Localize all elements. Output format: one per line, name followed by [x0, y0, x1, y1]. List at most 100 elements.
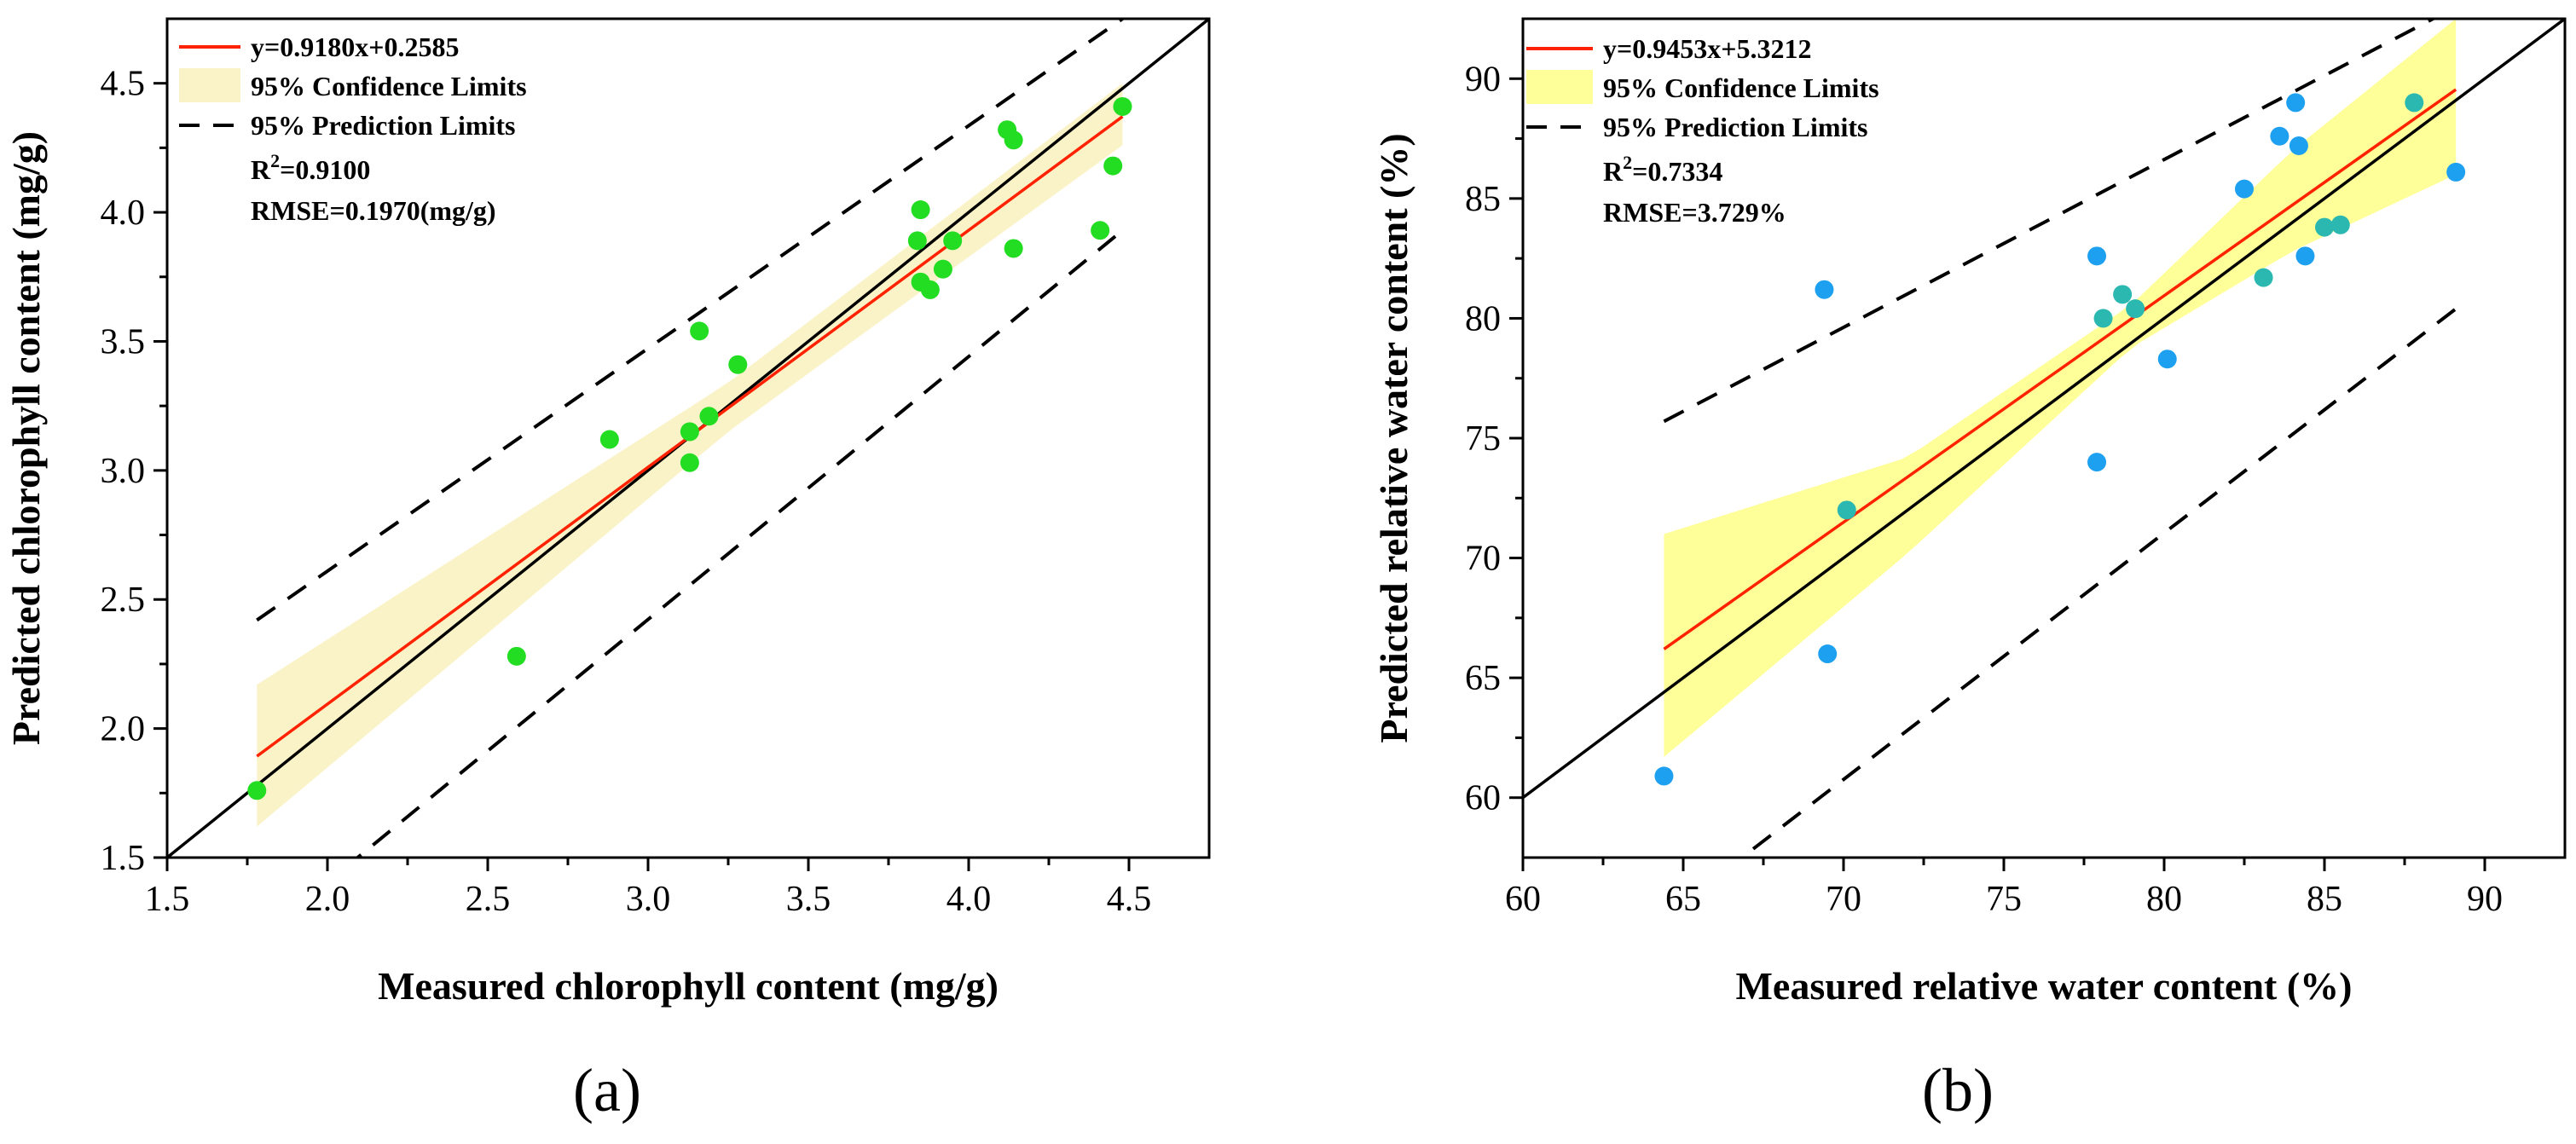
legend-confidence-swatch	[179, 68, 240, 102]
panel-b-x-tick-label: 65	[1665, 880, 1701, 919]
panel-a-data-point	[907, 231, 927, 251]
panel-b-data-point	[2235, 179, 2254, 199]
panel-b-data-point	[1818, 644, 1838, 664]
panel-a-y-tick-label: 3.5	[101, 322, 146, 361]
panel-b-data-point	[2405, 93, 2424, 113]
panel-b-y-tick-label: 60	[1465, 779, 1501, 818]
panel-b-x-tick-label: 75	[1986, 880, 2022, 919]
panel-a-y-tick-label: 2.5	[101, 581, 146, 620]
panel-b-data-point	[2087, 246, 2107, 266]
panel-a-y-tick-label: 4.0	[101, 194, 146, 233]
panel-a-data-point	[1091, 221, 1110, 240]
panel-a-y-axis-title: Predicted chlorophyll content (mg/g)	[4, 131, 48, 745]
legend-confidence-swatch	[1526, 70, 1593, 104]
panel-a-data-point	[680, 422, 699, 442]
panel-b-chart: 60 65 70 75 80 85 90 60 65 70 75 80 85 90 y=0.9453x+5…	[1372, 17, 2567, 1124]
panel-b-axes: 60 65 70 75 80 85 90 60 65 70 75 80 85 90	[1465, 60, 2503, 919]
panel-b-data-point	[2295, 246, 2315, 266]
panel-a-data-point	[1004, 239, 1023, 258]
panel-a-data-point	[933, 259, 952, 279]
panel-a-chart: 1.5 2.0 2.5 3.0 3.5 4.0 4.5 1.5 2.0 2.5 3.0 3.5 4.0 4…	[4, 17, 1211, 1124]
panel-b-data-point	[2126, 299, 2145, 319]
panel-a-x-tick-label: 1.5	[145, 880, 190, 919]
legend-r2: R2=0.9100	[251, 150, 370, 185]
panel-b-lower-prediction-limit	[1739, 307, 2457, 858]
panel-b-y-tick-label: 80	[1465, 299, 1501, 338]
panel-b-plot-area	[1523, 19, 2565, 858]
panel-b-y-tick-label: 70	[1465, 540, 1501, 579]
legend-fit-label: y=0.9180x+0.2585	[251, 32, 459, 62]
panel-a-data-point	[699, 407, 719, 426]
panel-a-y-tick-label: 1.5	[101, 839, 146, 878]
panel-b-x-tick-label: 90	[2467, 880, 2503, 919]
panel-b-x-axis-title: Measured relative water content (%)	[1735, 964, 2352, 1008]
panel-b-y-tick-label: 85	[1465, 180, 1501, 219]
panel-b-y-tick-label: 65	[1465, 659, 1501, 698]
panel-a-data-point	[507, 646, 526, 666]
panel-b-data-point	[2254, 268, 2273, 287]
panel-b-data-point	[2289, 136, 2308, 156]
panel-b-x-tick-label: 85	[2307, 880, 2342, 919]
legend-rmse: RMSE=0.1970(mg/g)	[251, 195, 496, 226]
panel-b-x-tick-label: 70	[1826, 880, 1861, 919]
legend-prediction-label: 95% Prediction Limits	[251, 110, 516, 141]
panel-a-x-tick-label: 3.0	[626, 880, 671, 919]
panel-a-data-point	[690, 321, 709, 341]
panel-a-lower-prediction-limit	[355, 228, 1124, 858]
panel-a-data-point	[599, 430, 619, 449]
panel-a-y-tick-label: 3.0	[101, 452, 146, 491]
legend-r2: R2=0.7334	[1603, 152, 1722, 187]
panel-a-x-tick-label: 4.0	[946, 880, 992, 919]
panel-b-y-axis-title: Predicted relative water content (%)	[1372, 133, 1415, 742]
panel-b-data-point	[1837, 500, 1856, 520]
panel-b-data-point	[2270, 126, 2289, 146]
panel-a-data-point	[728, 355, 748, 374]
panel-b-data-point	[2087, 453, 2107, 472]
panel-a-axes: 1.5 2.0 2.5 3.0 3.5 4.0 4.5 1.5 2.0 2.5 3.0 3.5 4.0 4…	[101, 65, 1152, 919]
panel-a-plot-area	[167, 19, 1209, 858]
panel-a-upper-prediction-limit	[256, 19, 1124, 622]
panel-a-x-tick-label: 3.5	[786, 880, 831, 919]
panel-b-fit-line	[1663, 88, 2457, 650]
panel-a-data-point	[1113, 96, 1132, 116]
panel-b-y-tick-label: 75	[1465, 419, 1501, 459]
panel-b-confidence-band	[1664, 19, 2457, 757]
panel-a-data-point	[680, 453, 699, 472]
panel-a-x-tick-label: 4.5	[1107, 880, 1152, 919]
panel-b-data-point	[2286, 93, 2306, 113]
legend-fit-label: y=0.9453x+5.3212	[1603, 33, 1811, 64]
legend-prediction-label: 95% Prediction Limits	[1603, 112, 1868, 142]
panel-b-data-point	[2330, 215, 2350, 234]
panel-b-data-point	[1654, 766, 1674, 786]
panel-b-data-point	[2157, 350, 2177, 369]
panel-a-frame	[165, 17, 1211, 859]
legend-confidence-label: 95% Confidence Limits	[1603, 72, 1879, 103]
legend-rmse: RMSE=3.729%	[1603, 197, 1786, 228]
panel-a-label: (a)	[573, 1056, 641, 1124]
legend-confidence-label: 95% Confidence Limits	[251, 71, 527, 101]
panel-a-x-tick-label: 2.5	[466, 880, 511, 919]
panel-b-label: (b)	[1922, 1056, 1994, 1124]
panel-a-y-tick-label: 4.5	[101, 65, 146, 104]
panel-a-data-point	[247, 781, 267, 800]
panel-a-legend: y=0.9180x+0.2585 95% Confidence Limits 9…	[179, 32, 527, 226]
panel-a-data-point	[911, 200, 930, 220]
panel-b-data-point	[2093, 309, 2113, 328]
panel-a-y-tick-label: 2.0	[101, 710, 146, 749]
panel-b-legend: y=0.9453x+5.3212 95% Confidence Limits 9…	[1526, 33, 1879, 228]
panel-b-x-tick-label: 60	[1505, 880, 1541, 919]
panel-a-data-point	[1103, 156, 1123, 176]
panel-b-data-point	[2113, 285, 2133, 304]
panel-a-data-point	[943, 231, 963, 251]
panel-b-data-point	[2446, 162, 2466, 182]
panel-a-data-point	[1004, 130, 1023, 150]
panel-a-x-tick-label: 2.0	[305, 880, 350, 919]
panel-b-x-tick-label: 80	[2146, 880, 2182, 919]
panel-b-data-point	[2315, 217, 2334, 237]
panel-b-identity-line	[1523, 19, 2565, 800]
panel-a-data-point	[920, 280, 940, 299]
panel-a-x-axis-title: Measured chlorophyll content (mg/g)	[378, 964, 999, 1008]
panel-b-y-tick-label: 90	[1465, 60, 1501, 99]
panel-b-data-point	[1815, 280, 1834, 299]
